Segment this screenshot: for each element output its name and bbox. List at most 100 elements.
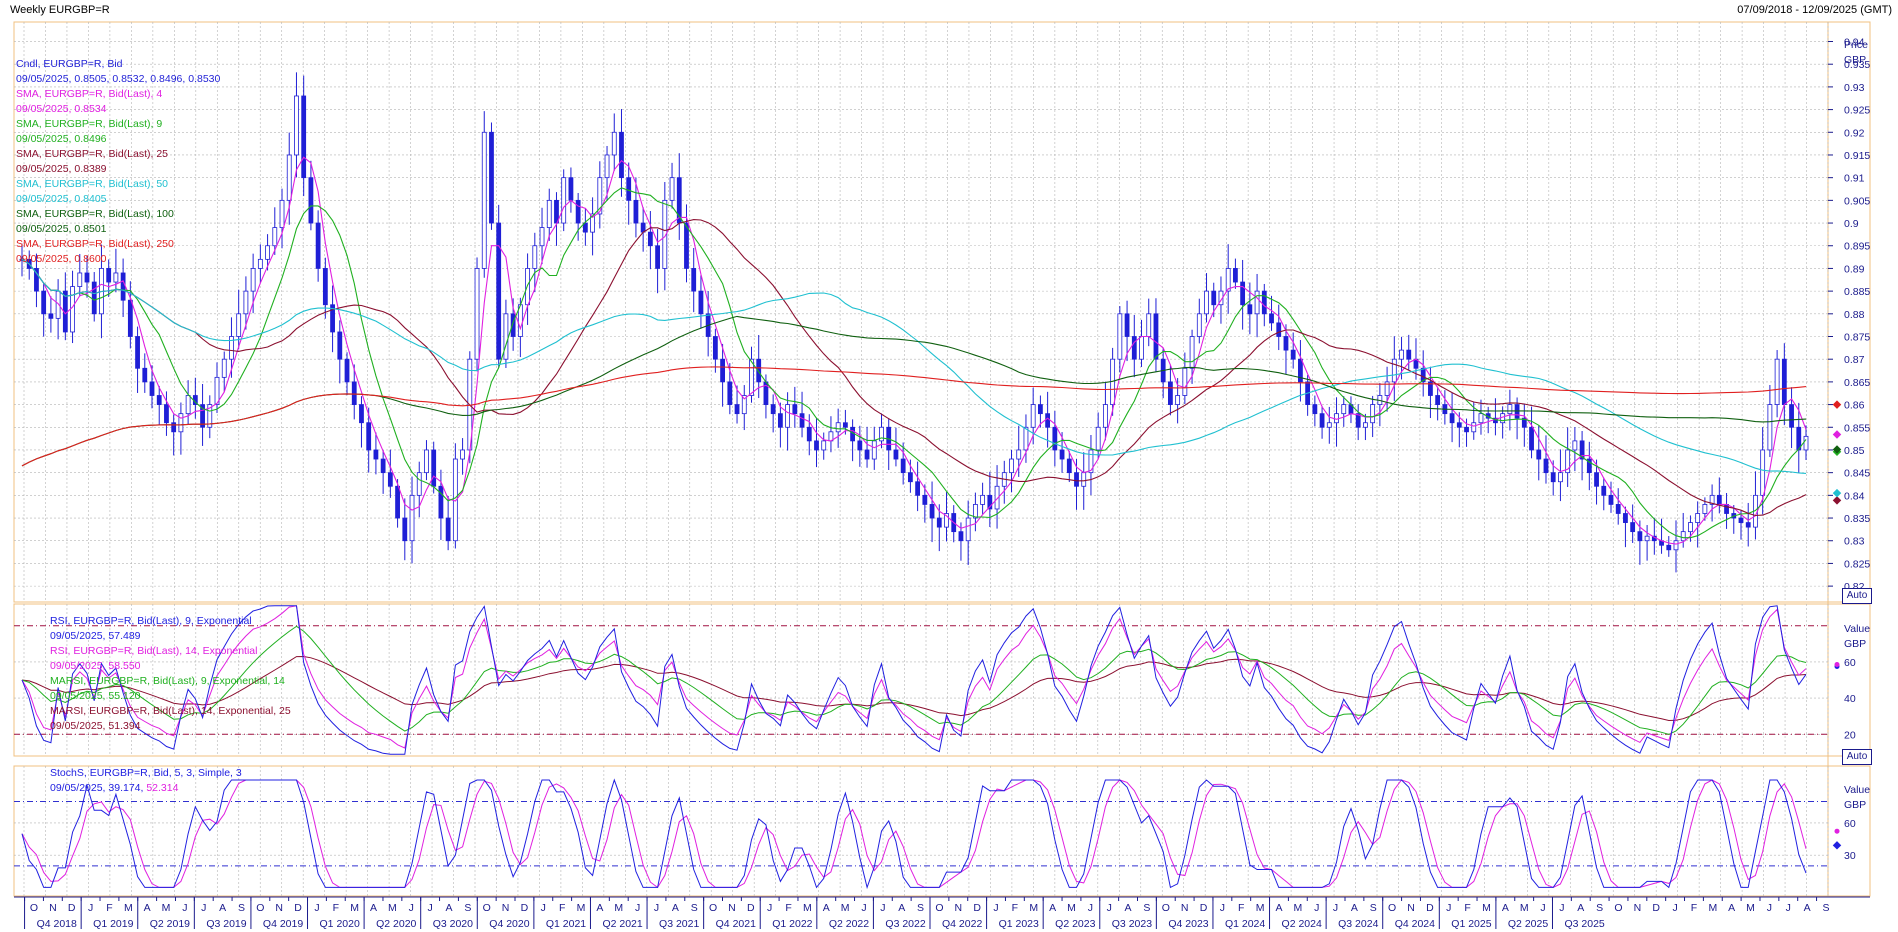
legend-entry-value: 09/05/2025, 55.120 [50,689,291,704]
rsi-auto-button[interactable]: Auto [1842,749,1872,765]
legend-value-text: 09/05/2025, 0.8505, 0.8532, 0.8496, 0.85… [16,73,221,85]
month-tick-label: N [954,902,962,914]
legend-value-text: 09/05/2025, 0.8501 [16,223,107,235]
legend-value-text: 09/05/2025, 0.8600 [16,253,107,265]
price-tick-label: 0.91 [1844,173,1865,185]
candle-body [366,422,372,451]
month-tick-label: M [124,902,133,914]
stoch-k-marker [1832,841,1842,850]
candle-body [359,404,364,424]
rsi-axis-unit: GBP [1844,638,1866,650]
month-tick-label: S [238,902,245,914]
legend-entry-label: SMA, EURGBP=R, Bid(Last), 50 [16,178,169,190]
month-tick-label: D [1426,902,1434,914]
candle-body [590,213,595,233]
candle-body [611,131,617,156]
candle-body [539,227,545,247]
month-tick-label: J [1088,902,1093,914]
price-axis-unit: GBP [1844,54,1866,66]
candle-body [1204,290,1209,315]
candle-body [741,395,747,415]
candle-body [857,440,863,451]
candle-body [720,358,725,383]
candle-body [1767,404,1773,451]
candle-body [330,304,335,333]
candle-body [835,422,841,433]
candle-body [84,272,90,283]
rsi-panel-frame [13,603,1871,757]
rsi-axis-title: Value [1844,623,1870,635]
candle-body [1139,336,1144,360]
price-tick-label: 0.895 [1844,241,1870,253]
month-tick-label: D [973,902,981,914]
month-tick-label: A [1049,902,1056,914]
month-tick-label: M [1029,902,1038,914]
rsi-14-marker [1834,662,1840,668]
month-tick-label: M [614,902,623,914]
month-tick-label: M [1256,902,1265,914]
candle-body [1081,472,1087,487]
legend-entry-label: SMA, EURGBP=R, Bid(Last), 4 [16,88,163,100]
candle-body [965,517,971,542]
month-tick-label: F [1238,902,1244,914]
candle-body [936,517,942,528]
quarter-label: Q3 2025 [1564,918,1604,930]
top-bar: Weekly EURGBP=R 07/09/2018 - 12/09/2025 … [0,0,1898,20]
month-tick-label: A [672,902,679,914]
candle-body [604,154,610,179]
candle-body [229,336,234,360]
month-tick-label: M [1293,902,1302,914]
stoch-legend: StochS, EURGBP=R, Bid, 5, 3, Simple, 3 09… [50,766,242,796]
candle-body [1680,531,1686,542]
candle-body [871,440,877,460]
candle-body [842,422,848,428]
candle-body [777,413,783,428]
candle-body [972,504,978,519]
candle-body [1016,449,1022,460]
month-tick-label: J [1314,902,1319,914]
candle-body [655,245,660,269]
candle-body [1009,458,1014,474]
month-tick-label: A [1502,902,1509,914]
candle-body [1283,336,1289,351]
candle-body [106,268,112,283]
candle-body [1745,522,1751,528]
candle-body [1673,540,1679,551]
candle-body [1789,404,1794,428]
legend-entry-value: 09/05/2025, 0.8501 [16,222,220,237]
candle-body [987,494,993,510]
legend-entry-label: SMA, EURGBP=R, Bid(Last), 25 [16,148,169,160]
price-panel-frame [13,21,1871,603]
sma-9-line [21,187,1807,539]
candle-body [308,177,314,224]
candle-body [1074,472,1079,487]
quarter-label: Q1 2025 [1451,918,1491,930]
chart-title: Weekly EURGBP=R [10,4,110,16]
candle-body [662,199,668,269]
candle-body [1521,417,1527,428]
candle-body [48,313,54,319]
month-tick-label: M [803,902,812,914]
candle-body [1261,290,1267,315]
month-tick-label: M [350,902,359,914]
legend-value-text: 09/05/2025, 0.8534 [16,103,107,115]
candle-body [1644,535,1650,542]
quarter-label: Q2 2022 [829,918,869,930]
price-tick-label: 0.92 [1844,127,1865,139]
candle-body [1420,367,1426,383]
candle-body [756,358,762,383]
month-tick-label: O [1388,902,1396,914]
quarter-label: Q2 2024 [1282,918,1322,930]
candle-body [395,485,400,519]
candle-body [799,413,805,428]
candle-body [380,458,386,474]
candle-body [351,381,357,405]
price-auto-button[interactable]: Auto [1842,588,1872,604]
quarter-label: Q4 2021 [716,918,756,930]
legend-value-text: 09/05/2025, 57.489 [50,630,141,642]
candle-body [431,449,437,487]
candle-body [1059,449,1065,460]
candle-body [1406,349,1412,360]
month-tick-label: A [823,902,830,914]
